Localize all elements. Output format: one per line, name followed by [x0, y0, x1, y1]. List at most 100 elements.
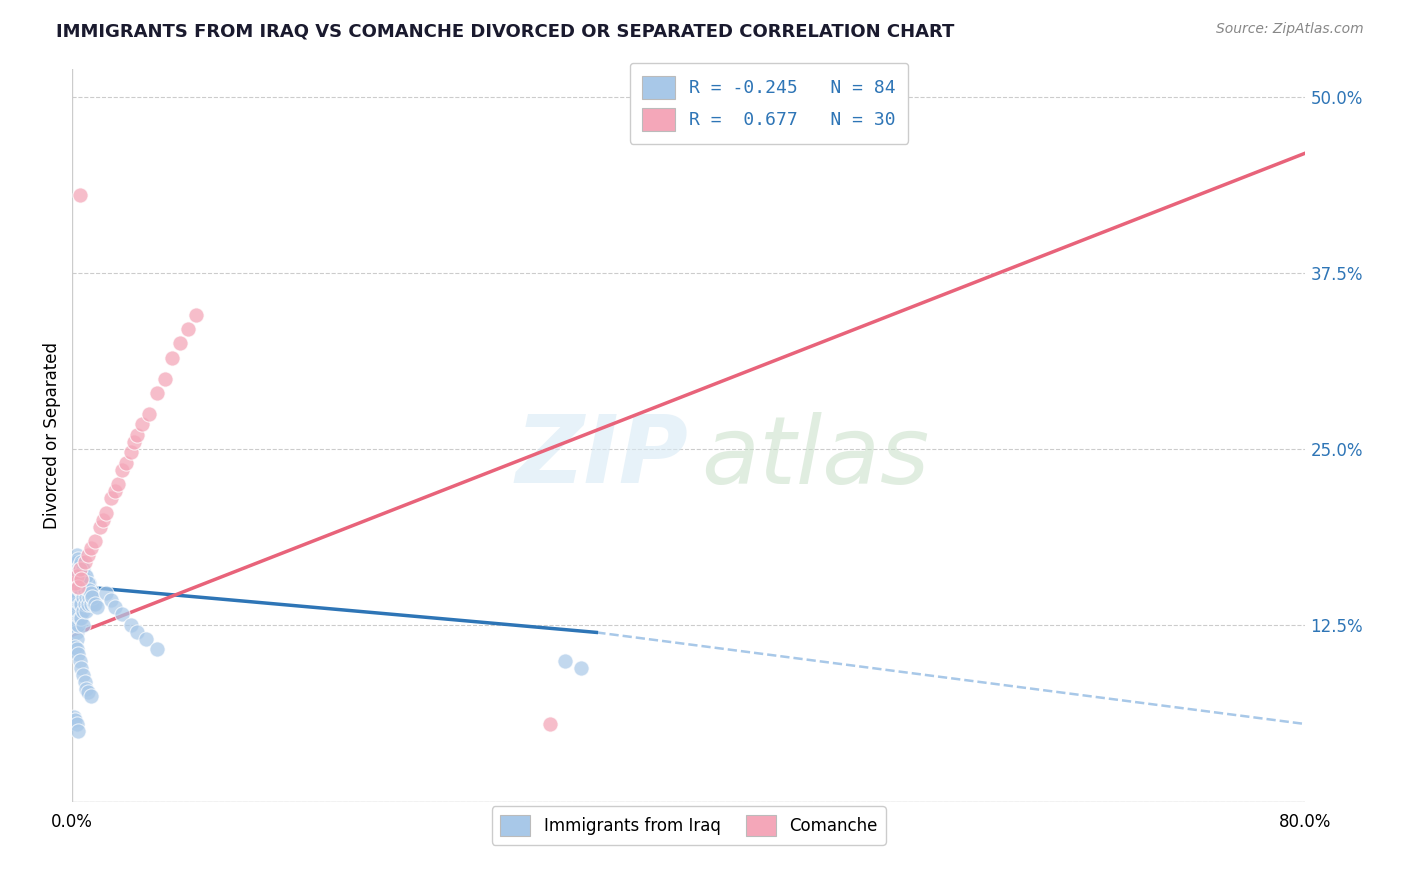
- Point: [67, 590, 90, 604]
- Point: [77, 590, 100, 604]
- Point: [72, 667, 94, 681]
- Point: [75, 590, 97, 604]
- Point: [69, 583, 91, 598]
- Point: [65, 558, 87, 572]
- Point: [83, 597, 105, 611]
- Point: [67, 576, 90, 591]
- Point: [65, 618, 87, 632]
- Point: [66, 625, 89, 640]
- Point: [69, 611, 91, 625]
- Point: [66, 569, 89, 583]
- Point: [80, 583, 103, 598]
- Point: [110, 463, 132, 477]
- Point: [94, 506, 117, 520]
- Point: [72, 618, 94, 632]
- Point: [67, 647, 90, 661]
- Point: [76, 597, 98, 611]
- Point: [84, 533, 107, 548]
- Text: Source: ZipAtlas.com: Source: ZipAtlas.com: [1216, 22, 1364, 37]
- Point: [76, 583, 98, 598]
- Point: [65, 713, 87, 727]
- Point: [69, 562, 91, 576]
- Point: [62, 611, 84, 625]
- Point: [67, 580, 90, 594]
- Point: [554, 654, 576, 668]
- Point: [75, 576, 97, 591]
- Point: [69, 188, 91, 202]
- Point: [100, 491, 122, 506]
- Point: [70, 611, 93, 625]
- Legend: Immigrants from Iraq, Comanche: Immigrants from Iraq, Comanche: [492, 806, 886, 845]
- Point: [80, 597, 103, 611]
- Point: [72, 604, 94, 618]
- Point: [86, 600, 108, 615]
- Point: [67, 724, 90, 739]
- Point: [80, 689, 103, 703]
- Point: [76, 548, 98, 562]
- Point: [73, 569, 96, 583]
- Point: [73, 555, 96, 569]
- Point: [66, 717, 89, 731]
- Text: IMMIGRANTS FROM IRAQ VS COMANCHE DIVORCED OR SEPARATED CORRELATION CHART: IMMIGRANTS FROM IRAQ VS COMANCHE DIVORCE…: [56, 22, 955, 40]
- Point: [146, 642, 169, 657]
- Point: [62, 555, 84, 569]
- Point: [66, 548, 89, 562]
- Text: atlas: atlas: [702, 411, 929, 502]
- Point: [76, 684, 98, 698]
- Point: [77, 583, 100, 598]
- Point: [120, 445, 142, 459]
- Point: [62, 562, 84, 576]
- Point: [110, 607, 132, 621]
- Point: [135, 632, 157, 647]
- Point: [66, 555, 89, 569]
- Point: [66, 642, 89, 657]
- Point: [62, 583, 84, 598]
- Point: [70, 660, 93, 674]
- Point: [162, 351, 184, 365]
- Point: [125, 625, 148, 640]
- Point: [72, 576, 94, 591]
- Point: [138, 407, 160, 421]
- Point: [65, 576, 87, 591]
- Point: [569, 660, 592, 674]
- Point: [69, 558, 91, 572]
- Point: [82, 590, 104, 604]
- Point: [91, 513, 114, 527]
- Point: [80, 586, 103, 600]
- Point: [107, 477, 129, 491]
- Point: [66, 569, 89, 583]
- Point: [94, 586, 117, 600]
- Point: [104, 600, 127, 615]
- Point: [70, 572, 93, 586]
- Point: [62, 710, 84, 724]
- Point: [66, 611, 89, 625]
- Point: [146, 385, 169, 400]
- Point: [73, 674, 96, 689]
- Point: [69, 562, 91, 576]
- Point: [77, 576, 100, 591]
- Point: [84, 597, 107, 611]
- Point: [131, 417, 153, 431]
- Point: [75, 604, 97, 618]
- Point: [65, 640, 87, 654]
- Point: [76, 576, 98, 591]
- Point: [70, 569, 93, 583]
- Point: [115, 456, 138, 470]
- Point: [72, 562, 94, 576]
- Point: [82, 590, 104, 604]
- Point: [120, 618, 142, 632]
- Point: [125, 428, 148, 442]
- Point: [67, 618, 90, 632]
- Point: [73, 572, 96, 586]
- Point: [73, 583, 96, 598]
- Point: [538, 717, 561, 731]
- Point: [69, 654, 91, 668]
- Point: [122, 435, 145, 450]
- Point: [104, 484, 127, 499]
- Point: [69, 562, 91, 576]
- Point: [70, 583, 93, 598]
- Point: [66, 632, 89, 647]
- Point: [80, 541, 103, 555]
- Y-axis label: Divorced or Separated: Divorced or Separated: [44, 342, 60, 529]
- Point: [69, 597, 91, 611]
